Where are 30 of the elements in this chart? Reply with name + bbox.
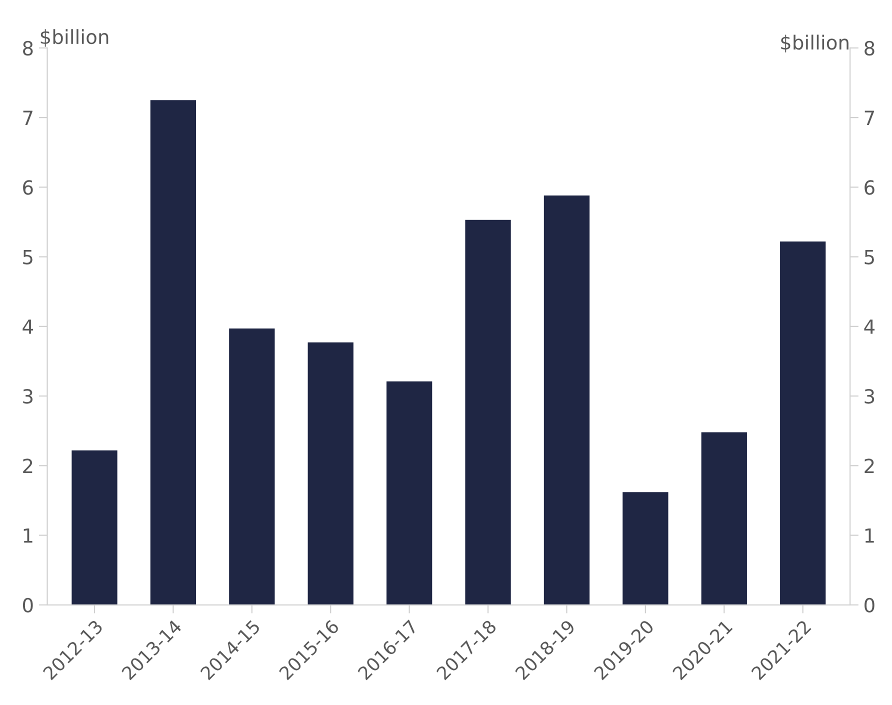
y2-tick-label: 8 (864, 40, 874, 56)
y2-tick-label: 0 (864, 598, 874, 613)
bar (72, 450, 118, 605)
y2-tick-label: 2 (864, 458, 874, 474)
bar (386, 381, 432, 605)
bar (229, 328, 275, 605)
y-tick-label: 8 (23, 40, 33, 56)
y-tick-label: 2 (23, 458, 32, 474)
y2-tick-label: 3 (864, 388, 874, 404)
bar (780, 241, 826, 605)
bar (701, 432, 747, 605)
bar (544, 196, 590, 605)
y2-tick-label: 1 (865, 528, 874, 543)
y-tick-label: 4 (22, 320, 33, 334)
y2-tick-label: 6 (864, 180, 874, 195)
y-tick-label: 7 (23, 110, 32, 125)
y-tick-label: 0 (22, 598, 33, 613)
y2-tick-label: 7 (864, 110, 874, 125)
y-tick-label: 1 (24, 528, 32, 543)
bar (465, 220, 511, 605)
bar (150, 100, 196, 605)
bar (308, 342, 354, 605)
bar (622, 492, 668, 605)
y-tick-label: 5 (23, 250, 32, 264)
y2-tick-label: 4 (864, 320, 875, 334)
y-tick-label: 3 (23, 388, 33, 404)
y2-axis-title: $billion (781, 34, 848, 52)
y-tick-label: 6 (23, 180, 33, 195)
y-axis-title: $billion (40, 29, 108, 47)
y2-tick-label: 5 (864, 250, 874, 264)
